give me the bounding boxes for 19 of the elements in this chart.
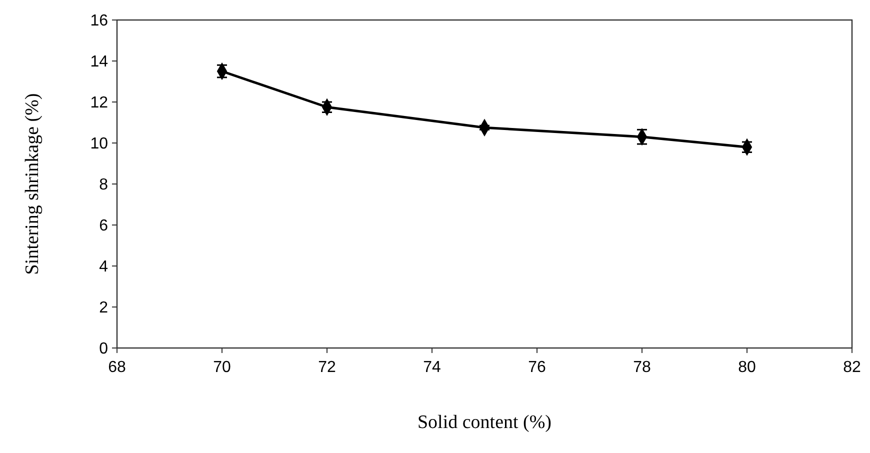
x-tick-label: 78 xyxy=(633,359,651,376)
y-tick-label: 6 xyxy=(99,218,108,235)
x-tick-label: 74 xyxy=(423,359,441,376)
x-tick-label: 76 xyxy=(528,359,546,376)
y-tick-label: 12 xyxy=(90,94,108,112)
y-tick-label: 2 xyxy=(99,300,108,317)
y-tick-label: 4 xyxy=(99,258,108,276)
x-tick-label: 80 xyxy=(738,359,756,376)
x-tick-label: 82 xyxy=(843,359,861,376)
y-tick-label: 8 xyxy=(99,176,108,194)
y-tick-label: 0 xyxy=(99,340,108,358)
x-tick-label: 72 xyxy=(318,359,336,376)
x-tick-label: 68 xyxy=(108,359,126,376)
y-axis-title: Sintering shrinkage (%) xyxy=(22,93,43,275)
x-tick-label: 70 xyxy=(213,359,231,376)
y-tick-label: 16 xyxy=(90,12,108,30)
y-tick-label: 14 xyxy=(90,54,108,71)
x-axis-title: Solid content (%) xyxy=(417,412,552,433)
y-tick-label: 10 xyxy=(90,136,108,153)
